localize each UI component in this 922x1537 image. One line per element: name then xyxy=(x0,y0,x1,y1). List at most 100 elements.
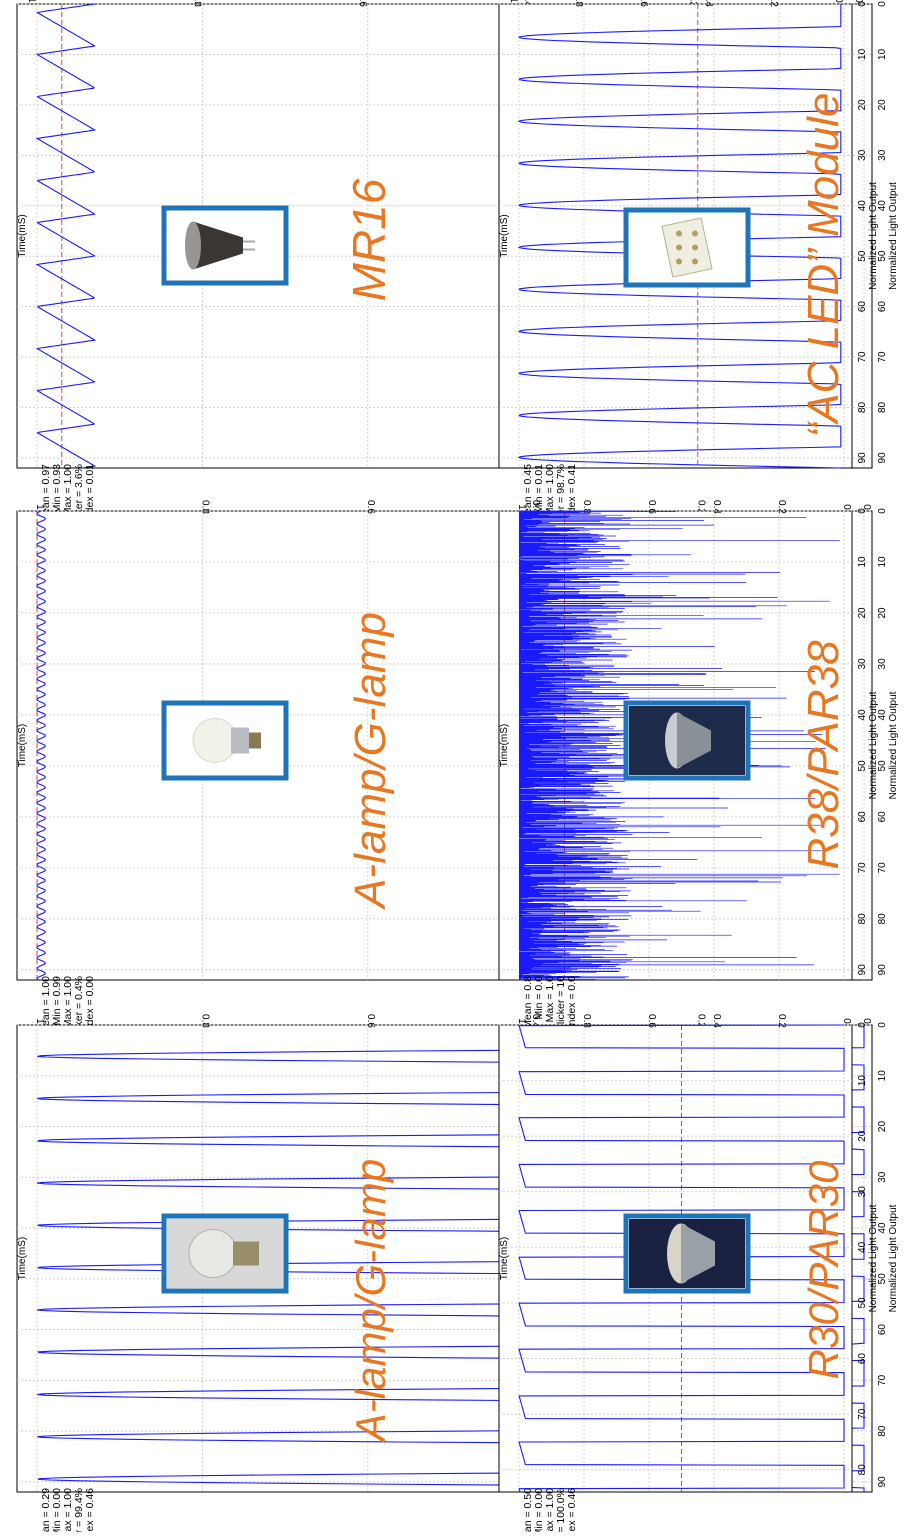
y-axis-title: Normalized Light Output xyxy=(868,1204,879,1312)
stats-line: Percent Flicker = 100.0% xyxy=(555,1488,567,1532)
stats-line: Min = 0.00 xyxy=(533,1488,545,1532)
y-axis-title: Normalized Light Output xyxy=(868,691,879,799)
y-tick-label: 0 xyxy=(861,1018,872,1024)
x-tick-label: 80 xyxy=(877,401,888,413)
x-tick-label: 70 xyxy=(857,862,868,874)
x-tick-label: 60 xyxy=(857,301,868,313)
y-tick-label: 1 xyxy=(34,504,45,510)
x-tick-label: 50 xyxy=(877,760,888,772)
x-tick-label: 10 xyxy=(877,1070,888,1082)
x-tick-label: 90 xyxy=(877,452,888,464)
y-tick-label: 0.8 xyxy=(199,1014,210,1028)
x-tick-label: 40 xyxy=(877,1222,888,1234)
y-tick-label: 0.2 xyxy=(768,0,779,7)
stats-line: Min = 0.00 xyxy=(51,1488,63,1532)
y-tick-label: 0 xyxy=(861,504,872,510)
y-tick-label: 0.8 xyxy=(581,500,592,514)
x-tick-label: 60 xyxy=(877,1324,888,1336)
x-tick-label: 70 xyxy=(877,862,888,874)
stats-line: Max = 1.00 xyxy=(62,1488,74,1532)
stats-line: Min = 0.99 xyxy=(51,976,63,1025)
stats-line: Mean = 0.8 xyxy=(522,976,534,1029)
x-tick-label: 40 xyxy=(877,709,888,721)
stats-line: Mean = 0.29 xyxy=(40,1488,52,1532)
x-axis-title: Time(mS) xyxy=(499,724,510,768)
stats-line: Flicker Index = 0.46 xyxy=(566,1488,578,1532)
signal-trace xyxy=(36,1025,865,1492)
y-tick-label: 1 xyxy=(34,1018,45,1024)
stats-line: Max = 1.00 xyxy=(62,464,74,516)
x-tick-label: 30 xyxy=(857,658,868,670)
x-axis-title: Time(mS) xyxy=(17,1237,28,1281)
x-tick-label: 40 xyxy=(877,200,888,212)
x-tick-label: 80 xyxy=(857,1464,868,1476)
stats-line: Mean = 0.45 xyxy=(522,464,534,523)
y-tick-label: 0.4 xyxy=(530,500,541,514)
product-title: R38/PAR38 xyxy=(799,640,848,870)
x-tick-label: 70 xyxy=(877,351,888,363)
stats-line: Min = 0.0 xyxy=(533,976,545,1020)
x-tick-label: 90 xyxy=(857,964,868,976)
x-tick-label: 60 xyxy=(877,301,888,313)
par30-reflector-lamp-icon xyxy=(629,1219,745,1288)
y-tick-label: 0.6 xyxy=(365,1014,376,1028)
y-tick-label: 0.2 xyxy=(696,500,707,514)
x-tick-label: 40 xyxy=(857,200,868,212)
y-tick-label: 0 xyxy=(841,1018,852,1024)
stats-line: Min = 0.93 xyxy=(51,464,63,513)
signal-trace xyxy=(519,510,840,980)
stats-line: Min = 0.01 xyxy=(533,464,545,513)
x-tick-label: 10 xyxy=(857,556,868,568)
product-title: “AC LED” Module xyxy=(799,93,848,438)
y-tick-label: 0.2 xyxy=(696,1014,707,1028)
y-axis-title: Normalized Light Output xyxy=(888,1204,899,1312)
stats-line: Max = 1.00 xyxy=(544,1488,556,1532)
x-axis-title: Time(mS) xyxy=(17,214,28,258)
signal-trace xyxy=(517,4,842,469)
x-tick-label: 90 xyxy=(877,1476,888,1488)
par38-reflector-lamp-icon xyxy=(629,706,745,775)
x-tick-label: 10 xyxy=(877,48,888,60)
x-tick-label: 30 xyxy=(857,1186,868,1198)
x-tick-label: 80 xyxy=(857,401,868,413)
y-axis-title: Normalized Light Output xyxy=(888,182,899,290)
stats-line: Mean = 1.00 xyxy=(40,976,52,1035)
clear-a-lamp-bulb-icon xyxy=(167,1219,283,1288)
signal-trace xyxy=(35,3,97,469)
y-tick-label: 0.8 xyxy=(199,500,210,514)
chart-panel-5: 00.20.40.60.810102030405060708090Normali… xyxy=(498,500,879,1070)
x-tick-label: 20 xyxy=(877,1121,888,1133)
y-tick-label: 0.6 xyxy=(365,500,376,514)
stats-line: Max = 1.00 xyxy=(544,464,556,516)
x-tick-label: 50 xyxy=(857,1297,868,1309)
x-tick-label: 80 xyxy=(877,913,888,925)
x-tick-label: 50 xyxy=(877,1273,888,1285)
x-axis-title: Time(mS) xyxy=(17,724,28,768)
x-tick-label: 10 xyxy=(857,48,868,60)
x-tick-label: 30 xyxy=(877,658,888,670)
x-tick-label: 0 xyxy=(877,508,888,514)
frosted-globe-bulb-icon xyxy=(192,718,261,763)
y-tick-label: 1 xyxy=(516,504,527,510)
x-tick-label: 30 xyxy=(877,149,888,161)
y-tick-label: 1 xyxy=(516,1018,527,1024)
y-tick-label: 0.8 xyxy=(573,0,584,7)
chart-panel-4: 00.20.40.60.810102030405060708090Normali… xyxy=(498,0,879,576)
x-tick-label: 50 xyxy=(877,250,888,262)
x-tick-label: 80 xyxy=(877,1425,888,1437)
x-tick-label: 60 xyxy=(857,811,868,823)
x-tick-label: 70 xyxy=(857,351,868,363)
chart-panel-6: 00.20.40.60.8101020304050607080Normalize… xyxy=(498,1014,879,1537)
y-tick-label: 0.8 xyxy=(191,0,202,7)
x-tick-label: 80 xyxy=(857,913,868,925)
y-tick-label: 0 xyxy=(841,504,852,510)
y-axis-title: Normalized Light Output xyxy=(868,182,879,290)
y-tick-label: 0.4 xyxy=(711,500,722,514)
mr16-spotlight-icon xyxy=(185,221,255,270)
y-tick-label: 0 xyxy=(853,0,864,3)
x-tick-label: 30 xyxy=(857,149,868,161)
x-tick-label: 90 xyxy=(877,964,888,976)
x-tick-label: 70 xyxy=(857,1408,868,1420)
ac-led-module-board-icon xyxy=(661,217,713,278)
